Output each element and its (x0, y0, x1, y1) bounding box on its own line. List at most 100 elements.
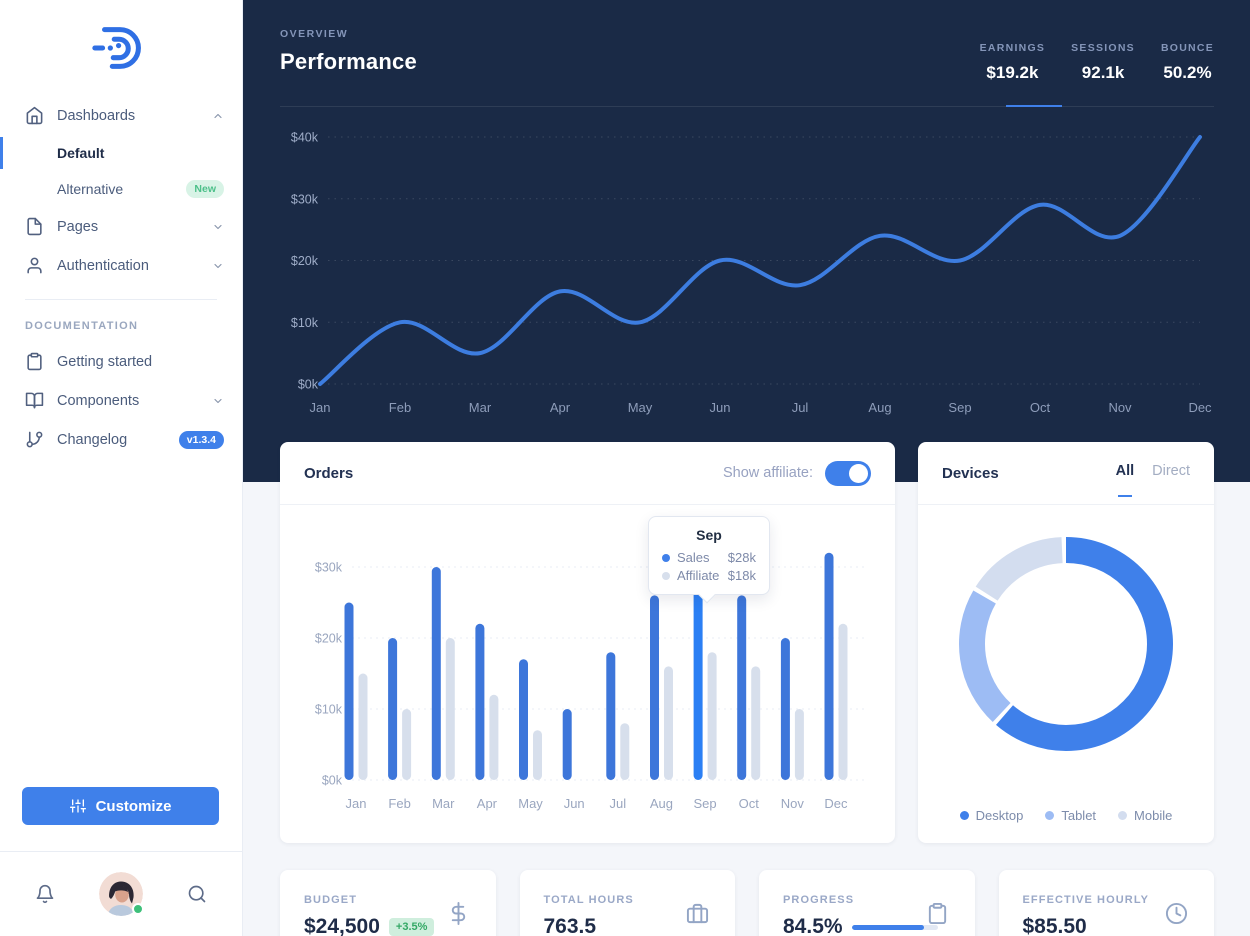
tooltip-series-value: $18k (727, 568, 756, 583)
show-affiliate-toggle[interactable] (825, 460, 871, 486)
bar-affiliate-feb (402, 709, 412, 780)
bar-sales-mar (431, 567, 441, 780)
clipboard-icon (928, 902, 946, 925)
stat-card-effective-hourly: EFFECTIVE HOURLY $85.50 (998, 870, 1214, 936)
sidebar-item-getting-started[interactable]: Getting started (0, 342, 242, 381)
logo-mark-icon (92, 27, 141, 69)
x-axis-month-label: Apr (477, 796, 498, 811)
legend-label: Tablet (1061, 808, 1097, 823)
y-axis-tick-label: $30k (315, 561, 343, 575)
x-axis-month-label: Nov (1108, 400, 1132, 415)
stat-card-total-hours: TOTAL HOURS 763.5 (519, 870, 735, 936)
y-axis-tick-label: $0k (298, 378, 319, 392)
devices-title: Devices (942, 464, 999, 482)
orders-card: Orders Show affiliate: $0k $10k $20k $30k Ja… (280, 442, 895, 843)
stat-label: SESSIONS (1071, 42, 1135, 54)
hero-stat-bounce[interactable]: BOUNCE 50.2% (1161, 42, 1214, 83)
sidebar-item-pages[interactable]: Pages (0, 207, 242, 246)
bar-sales-may (519, 659, 528, 780)
bar-affiliate-jan (358, 673, 368, 780)
devices-tab-all[interactable]: All (1116, 463, 1134, 497)
search-icon (188, 885, 206, 903)
hero-eyebrow: OVERVIEW (280, 28, 349, 40)
sidebar: Dashboards Default Alternative New Pages Auth… (0, 0, 243, 936)
bell-icon[interactable] (35, 884, 55, 904)
sidebar-footer (0, 851, 242, 936)
change-badge: +3.5% (388, 918, 435, 936)
legend-item-desktop: Desktop (959, 808, 1024, 823)
y-axis-tick-label: $20k (291, 254, 319, 268)
hero-stat-sessions[interactable]: SESSIONS 92.1k (1071, 42, 1135, 83)
tooltip-series-label: Affiliate (677, 568, 720, 583)
sidebar-item-dashboards[interactable]: Dashboards (0, 96, 242, 135)
stat-card-budget: BUDGET $24,500 +3.5% (280, 870, 496, 936)
x-axis-month-label: Dec (1188, 400, 1212, 415)
progress-bar (851, 924, 938, 930)
x-axis-month-label: Sep (694, 796, 717, 811)
donut-segment-desktop (959, 537, 1173, 751)
legend-item-tablet: Tablet (1045, 808, 1096, 823)
bar-affiliate-sep (707, 652, 717, 780)
bar-sales-nov (780, 638, 790, 780)
x-axis-month-label: Mar (432, 796, 455, 811)
x-axis-month-label: Nov (781, 796, 805, 811)
series-dot-icon (662, 553, 670, 562)
show-affiliate-label: Show affiliate: (722, 465, 813, 481)
legend-label: Mobile (1134, 808, 1173, 823)
devices-tabs: All Direct (1116, 463, 1190, 497)
sidebar-divider (25, 299, 217, 300)
sliders-icon (69, 798, 86, 814)
app-logo[interactable] (0, 0, 242, 96)
orders-bar-chart: $0k $10k $20k $30k Jan Feb Mar Apr May Jun Jul Aug S… (315, 552, 864, 811)
legend-label: Desktop (975, 808, 1024, 823)
sidebar-item-label: Components (57, 392, 140, 409)
devices-tab-direct[interactable]: Direct (1152, 463, 1190, 479)
stat-card-label: BUDGET (304, 894, 358, 906)
y-axis-tick-label: $10k (315, 703, 343, 717)
stat-card-value: $85.50 (1022, 915, 1087, 936)
legend-item-mobile: Mobile (1118, 808, 1172, 823)
sidebar-item-components[interactable]: Components (0, 381, 242, 420)
orders-title: Orders (304, 464, 354, 482)
bell-icon (36, 884, 54, 904)
bar-sales-dec (824, 552, 834, 780)
performance-line-chart: $0k $10k $20k $30k $40k Jan Feb Mar Apr May Jun Jul… (291, 131, 1212, 416)
sidebar-item-changelog[interactable]: Changelog v1.3.4 (0, 420, 242, 459)
stat-card-value: $24,500 (304, 915, 380, 936)
stat-value: 92.1k (1081, 63, 1125, 82)
active-stat-underline (1006, 105, 1062, 107)
x-axis-month-label: Feb (389, 400, 411, 415)
legend-dot-icon (959, 811, 969, 820)
x-axis-month-label: Mar (469, 400, 492, 415)
x-axis-month-label: Aug (650, 796, 673, 811)
version-badge: v1.3.4 (178, 430, 224, 449)
customize-button[interactable]: Customize (22, 787, 219, 825)
sidebar-item-authentication[interactable]: Authentication (0, 246, 242, 285)
avatar[interactable] (99, 872, 144, 916)
x-axis-month-label: Jul (792, 400, 809, 415)
toggle-knob (849, 463, 868, 483)
devices-card: Devices All Direct Desktop Tablet Mobile (918, 442, 1214, 843)
sidebar-item-default[interactable]: Default (0, 135, 242, 171)
sidebar-item-alternative[interactable]: Alternative New (0, 171, 242, 207)
bar-sales-aug (650, 595, 659, 780)
bar-affiliate-aug (664, 666, 673, 780)
stat-card-label: EFFECTIVE HOURLY (1022, 894, 1150, 906)
x-axis-month-label: Apr (550, 400, 571, 415)
stat-card-label: PROGRESS (783, 894, 855, 906)
x-axis-month-label: Jun (710, 400, 731, 415)
stat-label: BOUNCE (1160, 42, 1214, 54)
x-axis-month-label: Jun (564, 796, 585, 811)
user-icon (27, 257, 42, 274)
new-badge: New (186, 180, 224, 198)
hero-stats: EARNINGS $19.2k SESSIONS 92.1k BOUNCE 50.2% (980, 42, 1214, 83)
search-icon[interactable] (187, 884, 207, 904)
chevron-down-icon (214, 263, 222, 268)
orders-card-header: Orders Show affiliate: (280, 442, 895, 505)
dollar-icon (451, 902, 465, 925)
tooltip-row-sales: Sales $28k (662, 550, 756, 565)
bar-affiliate-nov (794, 709, 804, 780)
bar-sales-jan (344, 602, 354, 780)
x-axis-month-label: May (518, 796, 543, 811)
hero-stat-earnings[interactable]: EARNINGS $19.2k (980, 42, 1046, 83)
